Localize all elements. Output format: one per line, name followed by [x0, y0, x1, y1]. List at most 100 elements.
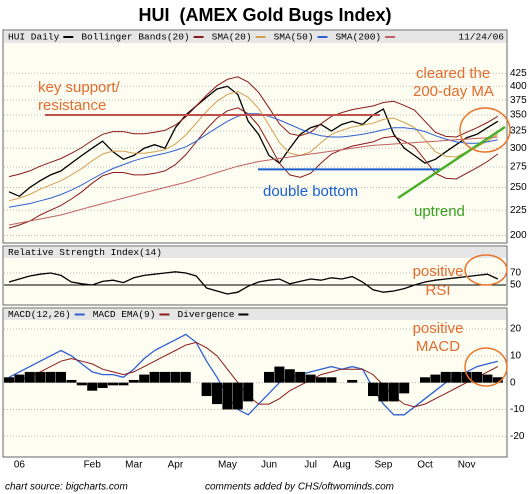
highlight-circle: [464, 254, 508, 286]
divergence-bar: [56, 371, 66, 383]
annotation: 200-day MA: [413, 83, 494, 100]
y-tick-label: 350: [510, 110, 527, 121]
divergence-bar: [212, 382, 222, 405]
series-line: [8, 271, 499, 295]
divergence-bar: [97, 382, 108, 388]
divergence-bar: [87, 382, 98, 391]
y-tick-label: 225: [510, 205, 527, 216]
legend-label: Bollinger Bands(20): [81, 32, 189, 43]
divergence-bar: [14, 374, 25, 383]
footer-comments: comments added by CHS/oftwominds.com: [205, 482, 394, 493]
annotation: positive: [413, 320, 464, 337]
y-tick-label: 50: [510, 280, 522, 291]
x-tick-label: Jun: [261, 460, 277, 471]
highlight-circle: [464, 347, 508, 387]
legend-label: SMA(200): [335, 32, 381, 43]
divergence-bar: [243, 382, 254, 402]
y-tick-label: 400: [510, 81, 527, 92]
divergence-bar: [180, 371, 191, 383]
chart-title: HUI (AMEX Gold Bugs Index): [138, 5, 391, 25]
divergence-bar: [388, 382, 399, 402]
divergence-bar: [492, 377, 503, 383]
divergence-bar: [399, 382, 410, 394]
divergence-bar: [232, 382, 243, 410]
divergence-bar: [368, 382, 378, 397]
x-tick-label: Mar: [125, 460, 143, 471]
divergence-bar: [326, 377, 337, 383]
divergence-bar: [420, 377, 430, 383]
divergence-bar: [149, 371, 160, 383]
y-tick-label: 0: [510, 377, 516, 388]
uptrend-line: [397, 125, 506, 200]
divergence-bar: [316, 377, 326, 383]
divergence-bar: [76, 382, 87, 386]
divergence-bar: [264, 371, 274, 383]
chart-date: 11/24/06: [458, 32, 504, 43]
series-line: [8, 333, 498, 416]
annotation: uptrend: [414, 203, 465, 220]
divergence-bar: [160, 371, 170, 383]
annotation: double bottom: [263, 183, 358, 200]
highlight-circle: [459, 107, 511, 153]
divergence-bar: [472, 371, 482, 383]
y-tick-label: 375: [510, 95, 527, 106]
y-tick-label: 300: [510, 143, 527, 154]
divergence-bar: [274, 366, 285, 383]
divergence-bar: [128, 379, 139, 383]
annotation: key support/: [38, 79, 121, 96]
y-tick-label: -20: [510, 431, 525, 442]
series-line: [8, 107, 499, 229]
y-tick-label: 200: [510, 230, 527, 241]
x-tick-label: Jul: [304, 460, 317, 471]
series-line: [8, 341, 499, 408]
legend-label: MACD EMA(9): [93, 309, 156, 320]
legend-label: Relative Strength Index(14): [8, 247, 162, 258]
divergence-bar: [24, 371, 35, 383]
price-line: [8, 85, 499, 198]
series-line: [8, 113, 498, 208]
divergence-bar: [378, 382, 389, 402]
divergence-bar: [35, 371, 46, 383]
divergence-bar: [451, 371, 462, 383]
macd-legend-bar: [4, 309, 506, 320]
x-tick-label: Aug: [333, 460, 351, 471]
divergence-bar: [295, 371, 306, 383]
legend-label: SMA(20): [212, 32, 252, 43]
x-tick-label: May: [218, 460, 237, 471]
divergence-bar: [45, 371, 56, 383]
x-tick-label: Feb: [84, 460, 102, 471]
divergence-bar: [118, 382, 129, 386]
divergence-bar: [347, 379, 358, 383]
divergence-bar: [461, 371, 472, 383]
annotation: positive: [413, 263, 464, 280]
price-legend-bar: [4, 31, 506, 43]
divergence-bar: [201, 382, 212, 397]
x-tick-label: Apr: [168, 460, 184, 471]
legend-label: MACD(12,26): [8, 309, 71, 320]
y-tick-label: 20: [510, 324, 522, 335]
annotation: resistance: [38, 97, 106, 114]
divergence-bar: [440, 371, 451, 383]
y-tick-label: 275: [510, 162, 527, 173]
x-tick-label: Nov: [458, 460, 476, 471]
annotation: RSI: [425, 282, 450, 299]
y-tick-label: 250: [510, 182, 527, 193]
series-line: [8, 136, 498, 226]
annotation: MACD: [416, 338, 460, 355]
series-line: [8, 76, 499, 178]
divergence-bar: [66, 379, 77, 383]
y-tick-label: -10: [510, 404, 525, 415]
divergence-bar: [482, 374, 493, 383]
legend-label: HUI Daily: [8, 32, 60, 43]
divergence-bar: [170, 371, 181, 383]
divergence-bar: [305, 374, 316, 383]
divergence-bar: [222, 382, 233, 410]
divergence-bar: [430, 374, 441, 383]
legend-label: SMA(50): [274, 32, 314, 43]
annotation: cleared the: [416, 65, 490, 82]
y-tick-label: 425: [510, 68, 527, 79]
legend-label: Divergence: [177, 309, 234, 320]
footer-source: chart source: bigcharts.com: [5, 482, 128, 493]
